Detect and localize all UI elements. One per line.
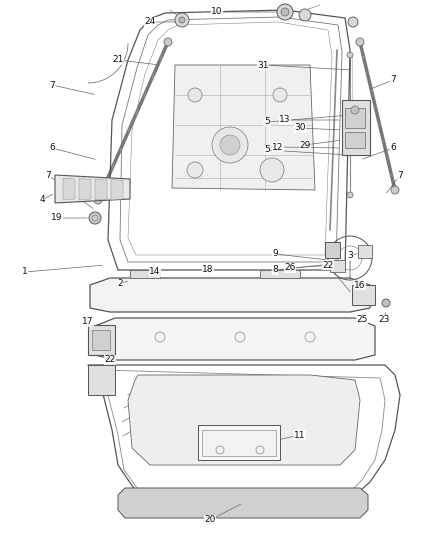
Circle shape xyxy=(347,192,353,198)
Circle shape xyxy=(164,38,172,46)
Polygon shape xyxy=(79,179,91,200)
Text: 2: 2 xyxy=(117,279,123,288)
Text: 29: 29 xyxy=(299,141,311,149)
Text: 5: 5 xyxy=(264,146,270,155)
Polygon shape xyxy=(330,260,345,272)
Text: 16: 16 xyxy=(354,280,366,289)
Circle shape xyxy=(187,162,203,178)
Circle shape xyxy=(188,88,202,102)
Text: 7: 7 xyxy=(390,76,396,85)
Text: 8: 8 xyxy=(272,265,278,274)
Polygon shape xyxy=(130,270,160,278)
Polygon shape xyxy=(202,430,276,456)
Polygon shape xyxy=(325,242,340,258)
Polygon shape xyxy=(345,132,365,148)
Circle shape xyxy=(89,212,101,224)
Text: 19: 19 xyxy=(51,214,63,222)
Circle shape xyxy=(212,127,248,163)
Text: 25: 25 xyxy=(356,316,367,325)
Polygon shape xyxy=(95,318,375,360)
Circle shape xyxy=(273,88,287,102)
Text: 31: 31 xyxy=(257,61,269,69)
Text: 23: 23 xyxy=(378,316,390,325)
Circle shape xyxy=(281,8,289,16)
Circle shape xyxy=(348,17,358,27)
Text: 3: 3 xyxy=(347,251,353,260)
Polygon shape xyxy=(95,179,107,200)
Polygon shape xyxy=(352,285,375,305)
Text: 6: 6 xyxy=(49,143,55,152)
Text: 12: 12 xyxy=(272,142,284,151)
Text: 13: 13 xyxy=(279,116,291,125)
Text: 26: 26 xyxy=(284,263,296,272)
Circle shape xyxy=(179,17,185,23)
Text: 7: 7 xyxy=(397,171,403,180)
Text: 11: 11 xyxy=(294,431,306,440)
Polygon shape xyxy=(342,100,370,155)
Polygon shape xyxy=(55,175,130,203)
Circle shape xyxy=(175,13,189,27)
Polygon shape xyxy=(90,278,370,312)
Polygon shape xyxy=(92,330,110,350)
Text: 7: 7 xyxy=(49,80,55,90)
Circle shape xyxy=(94,196,102,204)
Text: 22: 22 xyxy=(322,261,334,270)
Text: 5: 5 xyxy=(264,117,270,126)
Text: 10: 10 xyxy=(211,7,223,17)
Text: 7: 7 xyxy=(45,171,51,180)
Text: 9: 9 xyxy=(272,249,278,259)
Circle shape xyxy=(277,4,293,20)
Circle shape xyxy=(220,135,240,155)
Circle shape xyxy=(351,106,359,114)
Circle shape xyxy=(382,299,390,307)
Polygon shape xyxy=(63,178,75,200)
Text: 1: 1 xyxy=(22,268,28,277)
Text: 4: 4 xyxy=(39,196,45,205)
Text: 30: 30 xyxy=(294,124,306,133)
Polygon shape xyxy=(260,270,300,278)
Text: 6: 6 xyxy=(390,143,396,152)
Text: 18: 18 xyxy=(202,265,214,274)
Polygon shape xyxy=(88,365,115,395)
Polygon shape xyxy=(118,488,368,518)
Polygon shape xyxy=(88,325,115,355)
Polygon shape xyxy=(111,180,123,200)
Polygon shape xyxy=(358,245,372,258)
Text: 20: 20 xyxy=(204,515,215,524)
Circle shape xyxy=(299,9,311,21)
Text: 21: 21 xyxy=(112,55,124,64)
Circle shape xyxy=(356,38,364,46)
Text: 17: 17 xyxy=(82,318,94,327)
Polygon shape xyxy=(128,375,360,465)
Circle shape xyxy=(391,186,399,194)
Polygon shape xyxy=(172,65,315,190)
Polygon shape xyxy=(198,425,280,460)
Text: 22: 22 xyxy=(104,356,116,365)
Text: 14: 14 xyxy=(149,268,161,277)
Polygon shape xyxy=(345,108,365,128)
Text: 24: 24 xyxy=(145,18,155,27)
Circle shape xyxy=(260,158,284,182)
Circle shape xyxy=(347,52,353,58)
